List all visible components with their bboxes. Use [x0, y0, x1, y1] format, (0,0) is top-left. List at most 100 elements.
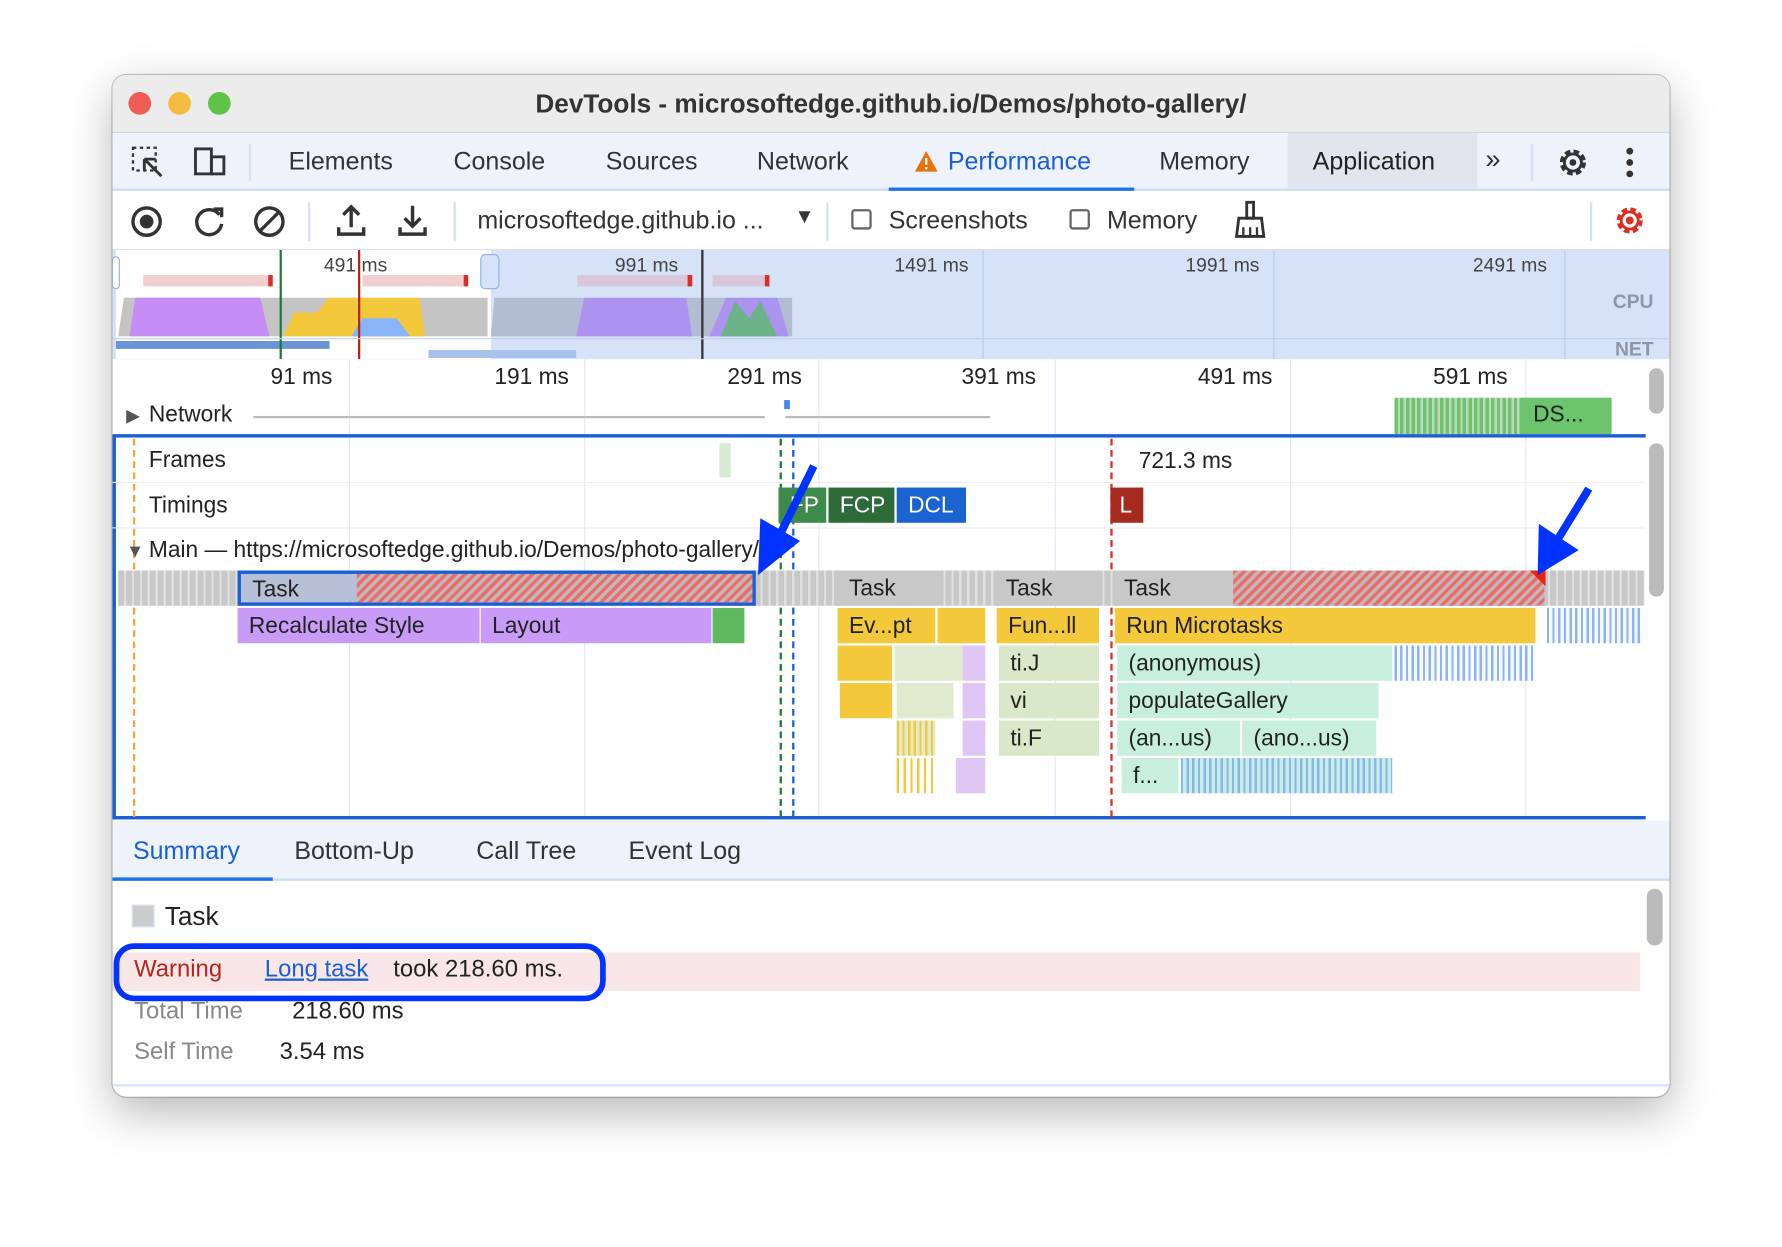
run-microtasks-block[interactable]: Run Microtasks: [1114, 608, 1536, 644]
overview-tick: 2491 ms: [1472, 254, 1548, 277]
network-request-label: DS...: [1521, 397, 1612, 435]
flame-block[interactable]: f...: [1121, 758, 1179, 794]
minimize-button[interactable]: [168, 92, 191, 115]
timeline-overview[interactable]: 491 ms 991 ms 1491 ms 1991 ms 2491 ms CP…: [112, 250, 1670, 361]
frames-track-label[interactable]: Frames: [148, 447, 226, 473]
ruler-tick: 291 ms: [727, 364, 802, 390]
overview-tick: 991 ms: [614, 254, 679, 277]
tab-memory[interactable]: Memory: [1159, 146, 1250, 176]
clear-icon[interactable]: [252, 205, 286, 239]
self-time-label: Self Time: [134, 1038, 234, 1065]
collapse-main-icon[interactable]: ▼: [126, 542, 145, 562]
anonymous-block[interactable]: (an...us): [1117, 720, 1240, 756]
tab-bottom-up[interactable]: Bottom-Up: [294, 836, 414, 865]
timings-track-label[interactable]: Timings: [148, 493, 228, 519]
tab-elements[interactable]: Elements: [288, 146, 393, 176]
fcp-marker[interactable]: FCP: [828, 487, 895, 523]
close-button[interactable]: [128, 92, 152, 115]
overview-tick: 491 ms: [323, 254, 388, 277]
warning-row: [112, 952, 1640, 992]
profile-select[interactable]: microsoftedge.github.io ...: [477, 205, 764, 235]
anonymous-block[interactable]: (ano...us): [1242, 720, 1377, 756]
warning-icon: [914, 151, 938, 172]
net-label: NET: [1614, 338, 1654, 361]
tab-sources[interactable]: Sources: [605, 146, 698, 176]
flame-block[interactable]: ti.F: [998, 720, 1099, 756]
expand-network-icon[interactable]: ▶: [126, 406, 141, 427]
total-time-label: Total Time: [134, 997, 243, 1024]
frame-duration: 721.3 ms: [1138, 448, 1233, 474]
download-icon[interactable]: [397, 202, 429, 238]
title-bar: DevTools - microsoftedge.github.io/Demos…: [112, 75, 1670, 133]
dcl-marker[interactable]: DCL: [896, 487, 967, 523]
network-request-bar[interactable]: DS...: [1394, 397, 1612, 435]
task-block-selected[interactable]: Task: [237, 570, 756, 606]
scrollbar-thumb[interactable]: [1649, 443, 1664, 597]
event-dispatch-block[interactable]: Ev...pt: [837, 608, 936, 644]
task-color-swatch: [131, 904, 155, 928]
task-block[interactable]: Task: [837, 570, 938, 606]
ruler-tick: 391 ms: [961, 364, 1037, 390]
reload-record-icon[interactable]: [192, 205, 226, 239]
tab-application-label: Application: [1312, 146, 1435, 176]
fp-marker[interactable]: FP: [778, 487, 827, 523]
network-track-label[interactable]: Network: [148, 402, 233, 428]
task-label: Task: [252, 577, 300, 603]
cpu-label: CPU: [1612, 290, 1654, 313]
tab-console[interactable]: Console: [453, 146, 546, 176]
tab-call-tree[interactable]: Call Tree: [476, 836, 577, 865]
capture-settings-icon[interactable]: [1612, 202, 1648, 238]
populate-gallery-block[interactable]: populateGallery: [1117, 683, 1379, 719]
scrollbar-thumb[interactable]: [1646, 888, 1663, 946]
screenshots-label: Screenshots: [888, 205, 1028, 235]
overview-tick: 1991 ms: [1185, 254, 1260, 277]
screenshots-checkbox[interactable]: [851, 209, 872, 230]
main-track-label[interactable]: Main — https://microsoftedge.github.io/D…: [148, 537, 760, 563]
details-tabs: Summary Bottom-Up Call Tree Event Log: [112, 820, 1670, 881]
more-tabs-icon[interactable]: »: [1485, 144, 1501, 176]
long-task-triangle-icon: [1529, 570, 1546, 587]
performance-toolbar: microsoftedge.github.io ... ▼ Screenshot…: [112, 190, 1670, 251]
tab-performance[interactable]: Performance: [888, 133, 1135, 191]
warning-label: Warning: [134, 955, 223, 982]
tab-application[interactable]: Application: [1287, 132, 1478, 189]
flame-block[interactable]: ti.J: [998, 645, 1099, 681]
more-options-icon[interactable]: [1624, 147, 1635, 179]
recalculate-style-block[interactable]: Recalculate Style: [237, 608, 480, 644]
settings-gear-icon[interactable]: [1555, 144, 1591, 180]
tab-summary[interactable]: Summary: [112, 821, 273, 881]
task-block[interactable]: Task: [994, 570, 1102, 606]
task-block-long[interactable]: Task: [1112, 570, 1545, 606]
scrollbar-thumb[interactable]: [1649, 368, 1664, 414]
window-title: DevTools - microsoftedge.github.io/Demos…: [535, 88, 1247, 119]
devtools-window: DevTools - microsoftedge.github.io/Demos…: [112, 75, 1670, 1097]
tab-performance-label: Performance: [947, 146, 1091, 176]
tab-network[interactable]: Network: [756, 146, 849, 176]
layout-block[interactable]: Layout: [480, 608, 712, 644]
upload-icon[interactable]: [335, 202, 367, 238]
inspect-element-icon[interactable]: [131, 145, 165, 179]
warning-text: took 218.60 ms.: [393, 955, 564, 982]
function-call-block[interactable]: Fun...ll: [996, 608, 1099, 644]
record-icon[interactable]: [130, 205, 164, 239]
tab-event-log[interactable]: Event Log: [628, 836, 742, 865]
memory-checkbox[interactable]: [1069, 209, 1090, 230]
cpu-net-overview-chart: [112, 250, 1670, 360]
long-task-link[interactable]: Long task: [264, 955, 369, 982]
anonymous-block[interactable]: (anonymous): [1117, 645, 1393, 681]
ruler-tick: 191 ms: [494, 364, 569, 390]
main-thread-panel: [112, 437, 1646, 820]
maximize-button[interactable]: [207, 92, 231, 115]
panel-tabs: Elements Console Sources Network Perform…: [112, 132, 1670, 191]
collect-garbage-icon[interactable]: [1233, 200, 1267, 239]
flame-block[interactable]: vi: [998, 683, 1099, 719]
summary-title: Task: [164, 901, 219, 931]
device-toolbar-icon[interactable]: [192, 145, 228, 179]
ruler-tick: 91 ms: [270, 364, 333, 390]
ruler-tick: 491 ms: [1197, 364, 1273, 390]
ruler-tick: 591 ms: [1433, 364, 1508, 390]
self-time-value: 3.54 ms: [279, 1038, 365, 1065]
annotation-highlight: [113, 943, 606, 1002]
load-marker[interactable]: L: [1110, 487, 1144, 523]
task-label: Task: [1123, 576, 1171, 602]
